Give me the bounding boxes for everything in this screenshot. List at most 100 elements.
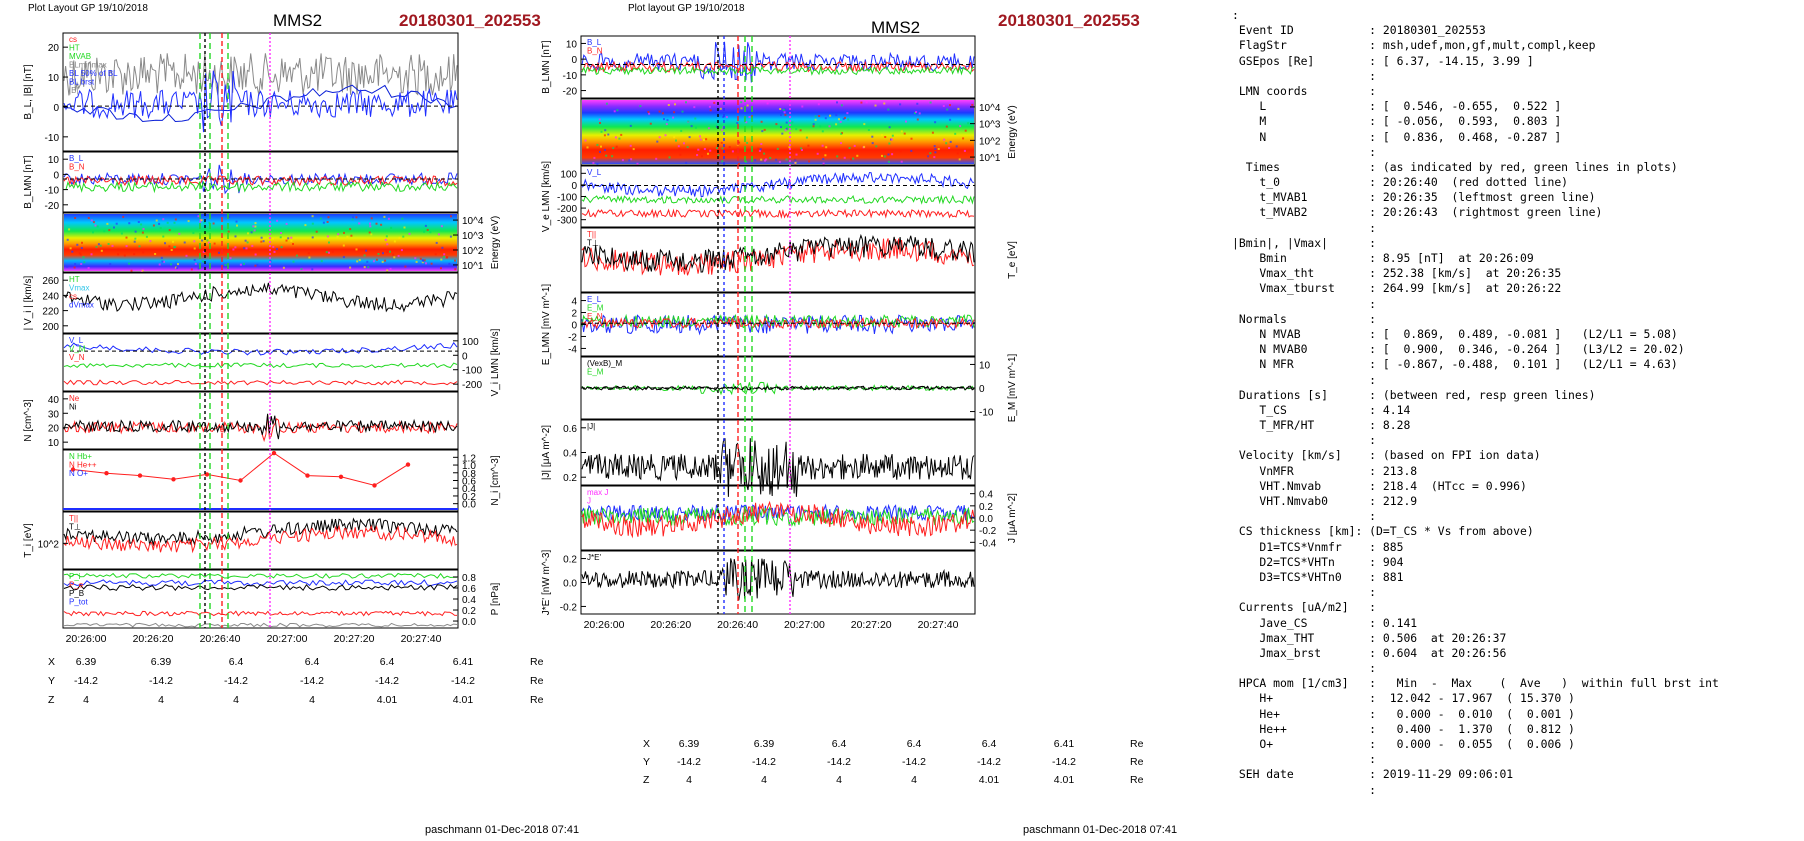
spectrogram-pixel bbox=[369, 225, 372, 228]
spectrogram-pixel bbox=[835, 114, 838, 117]
spectrogram-pixel bbox=[680, 129, 683, 132]
spectrogram-pixel bbox=[821, 144, 824, 147]
time-tick-label: 20:26:20 bbox=[650, 619, 691, 631]
spectrogram-pixel bbox=[448, 262, 451, 265]
series-line bbox=[581, 313, 975, 329]
y-tick-label: 100 bbox=[560, 169, 577, 180]
spectrogram-pixel bbox=[865, 101, 868, 104]
info-line: T_CS : 4.14 bbox=[1232, 402, 1411, 417]
series-line bbox=[63, 70, 458, 133]
spectrogram-pixel bbox=[227, 230, 230, 233]
spectrogram-pixel bbox=[707, 152, 709, 155]
ephem-unit: Re bbox=[1130, 738, 1144, 750]
info-line: HPCA mom [1/cm3] : Min - Max ( Ave ) wit… bbox=[1232, 676, 1719, 691]
spectrogram-pixel bbox=[840, 132, 843, 135]
spectrogram-pixel bbox=[954, 132, 957, 135]
legend-entry: cs bbox=[69, 35, 77, 44]
spectrogram-pixel bbox=[707, 127, 710, 130]
info-line: Normals : bbox=[1232, 311, 1377, 326]
legend-entry: P_i bbox=[69, 572, 81, 581]
y-tick-label: 220 bbox=[42, 307, 59, 318]
spectrogram-pixel bbox=[254, 225, 257, 228]
y-axis-label: B_LMN [nT] bbox=[23, 155, 34, 209]
panel-frame bbox=[580, 227, 976, 293]
y-tick-label: 2 bbox=[571, 309, 577, 320]
spectrogram-pixel bbox=[675, 139, 677, 142]
spectrogram-pixel bbox=[905, 120, 907, 123]
spectrogram-pixel bbox=[386, 269, 389, 272]
spectrogram-pixel bbox=[604, 129, 607, 132]
series-line bbox=[64, 180, 458, 194]
spectrogram-pixel bbox=[174, 266, 177, 269]
spectrogram-pixel bbox=[871, 142, 874, 145]
y-tick-label: 260 bbox=[42, 276, 59, 287]
spectrogram-pixel bbox=[593, 156, 596, 159]
spectrogram-pixel bbox=[74, 217, 77, 219]
ephem-value: 6.4 bbox=[907, 738, 922, 750]
spectrogram-pixel bbox=[667, 104, 670, 106]
spectrogram-pixel bbox=[398, 236, 401, 239]
info-line: : bbox=[1232, 661, 1377, 676]
legend-entry: Ne bbox=[69, 394, 80, 403]
info-line: O+ : 0.000 - 0.055 ( 0.006 ) bbox=[1232, 737, 1575, 751]
spectrogram-pixel bbox=[384, 259, 387, 262]
spectrogram-pixel bbox=[430, 262, 433, 265]
spectrogram-pixel bbox=[122, 215, 125, 218]
spectrogram-pixel bbox=[600, 145, 602, 148]
spectrogram-pixel bbox=[933, 156, 936, 159]
left-event: 20180301_202553 bbox=[399, 11, 541, 30]
spectrogram-pixel bbox=[393, 240, 396, 243]
spectrogram-pixel bbox=[292, 260, 295, 263]
spectrogram-pixel bbox=[290, 239, 293, 242]
y-tick-label: -0.2 bbox=[979, 526, 997, 537]
spectrogram-pixel bbox=[825, 146, 828, 149]
spectrogram-pixel bbox=[946, 108, 949, 111]
spectrogram-pixel bbox=[202, 260, 205, 263]
y-tick-label: -20 bbox=[563, 87, 578, 98]
spectrogram-pixel bbox=[163, 260, 165, 263]
spectrogram-pixel bbox=[134, 237, 137, 240]
legend-entry: |B| bbox=[69, 86, 79, 95]
y-axis-label: P [nPa] bbox=[490, 582, 501, 615]
series-line bbox=[581, 194, 975, 205]
spectrogram-pixel bbox=[311, 236, 314, 239]
spectrogram-pixel bbox=[843, 156, 846, 159]
spectrogram-pixel bbox=[300, 268, 303, 271]
info-line: Jave_CS : 0.141 bbox=[1232, 615, 1418, 630]
spectrogram-pixel bbox=[440, 225, 443, 228]
right-footer: paschmann 01-Dec-2018 07:41 bbox=[1023, 824, 1177, 836]
spectrogram-pixel bbox=[883, 102, 886, 105]
legend-entry: (VexB)_M bbox=[587, 359, 622, 368]
y-tick-label: 10 bbox=[48, 155, 60, 166]
spectrogram-pixel bbox=[584, 139, 587, 142]
spectrogram-pixel bbox=[160, 256, 163, 259]
y-tick-label: 30 bbox=[48, 409, 60, 420]
info-line: D3=TCS*VHTn0 : 881 bbox=[1232, 569, 1404, 584]
spectrogram-pixel bbox=[934, 148, 937, 150]
info-line: D2=TCS*VHTn : 904 bbox=[1232, 554, 1404, 569]
ephem-value: 4 bbox=[686, 774, 692, 786]
legend-entry: V_L bbox=[69, 336, 84, 345]
spectrogram-pixel bbox=[276, 219, 279, 222]
spectrogram-pixel bbox=[686, 146, 689, 149]
spectrogram-pixel bbox=[956, 152, 959, 155]
series-line bbox=[63, 362, 458, 369]
y-tick-label: 10^2 bbox=[38, 539, 60, 550]
spectrogram-pixel bbox=[666, 119, 669, 122]
legend-entry: MVAB bbox=[69, 52, 91, 61]
spectrogram-pixel bbox=[618, 137, 621, 140]
spectrogram-pixel bbox=[68, 228, 71, 231]
series-line bbox=[63, 524, 458, 554]
spectrogram-pixel bbox=[351, 218, 354, 221]
spectrogram-pixel bbox=[887, 108, 890, 111]
ephem-row-label: Y bbox=[643, 756, 650, 768]
spectrogram-pixel bbox=[402, 235, 405, 238]
y-axis-label: B_LMN [nT] bbox=[541, 40, 552, 94]
spectrogram-pixel bbox=[791, 121, 794, 124]
right-ephemeris-table: X 6.39 6.39 6.4 6.4 6.4 6.41 Re Y -14.2 -14.2 -14.2… bbox=[643, 738, 1144, 786]
spectrogram-pixel bbox=[900, 160, 903, 163]
spectrogram-pixel bbox=[260, 236, 263, 239]
spectrogram-pixel bbox=[109, 263, 112, 266]
ephem-value: 4 bbox=[761, 774, 767, 786]
y-tick-label: 40 bbox=[48, 395, 60, 406]
